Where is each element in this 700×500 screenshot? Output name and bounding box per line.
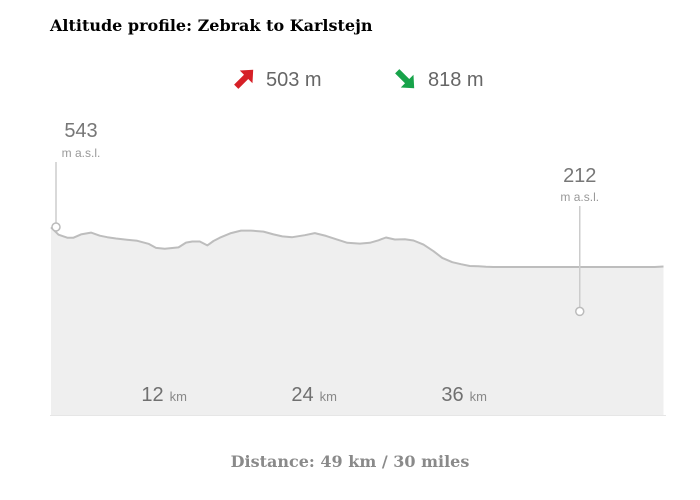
end-elevation-marker: 212 m a.s.l. bbox=[560, 165, 599, 317]
x-tick-label-36: 36 km bbox=[441, 384, 487, 406]
start-elevation-value: 543 bbox=[64, 120, 97, 142]
profile-area bbox=[51, 227, 664, 415]
start-elevation-unit: m a.s.l. bbox=[62, 146, 101, 160]
x-axis-ticks: 12 km 24 km 36 km bbox=[141, 384, 487, 406]
x-tick-label-12: 12 km bbox=[141, 384, 187, 406]
elevation-loss-stat: 818 m bbox=[395, 69, 484, 91]
arrow-down-right-icon bbox=[395, 69, 415, 89]
chart-title: Altitude profile: Zebrak to Karlstejn bbox=[50, 16, 373, 35]
elevation-gain-stat: 503 m bbox=[234, 69, 322, 91]
elevation-loss-value: 818 m bbox=[428, 69, 484, 91]
end-marker-dot bbox=[575, 306, 585, 317]
x-tick-label-24: 24 km bbox=[291, 384, 337, 406]
distance-summary: Distance: 49 km / 30 miles bbox=[230, 452, 470, 471]
start-marker-dot bbox=[51, 222, 61, 232]
arrow-up-right-icon bbox=[234, 69, 254, 89]
start-elevation-marker: 543 m a.s.l. bbox=[51, 120, 101, 232]
end-elevation-unit: m a.s.l. bbox=[560, 190, 599, 204]
profile-line bbox=[50, 226, 664, 268]
elevation-gain-value: 503 m bbox=[266, 69, 322, 91]
end-elevation-value: 212 bbox=[563, 165, 596, 187]
